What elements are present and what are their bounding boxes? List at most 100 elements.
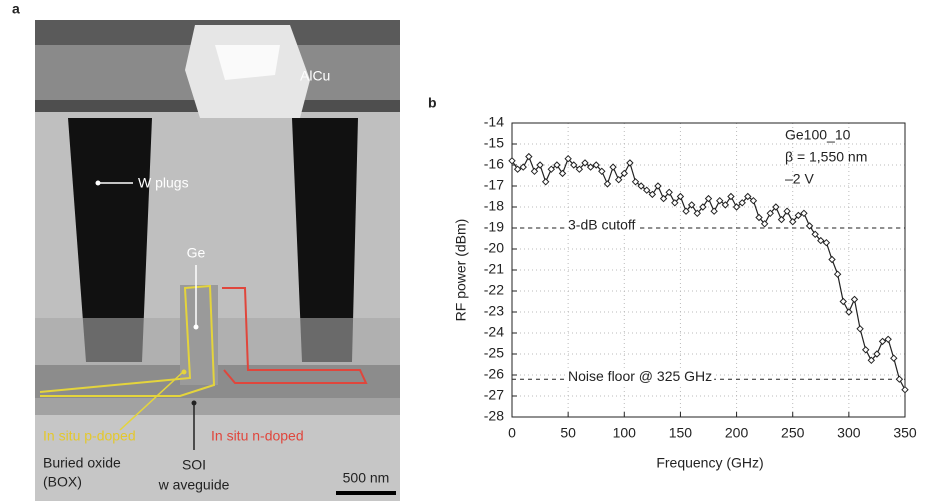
label-soi: w aveguide [158,477,230,493]
y-tick-label: -21 [484,261,504,277]
data-point [586,163,595,171]
y-tick-label: -27 [484,387,504,403]
x-tick-label: 250 [781,425,805,441]
x-tick-label: 350 [893,425,917,441]
panel-label: b [428,95,437,111]
data-point [732,203,741,211]
data-point [654,182,662,190]
data-point [721,201,730,209]
y-tick-label: -14 [484,114,504,130]
panel-label: a [12,1,20,17]
reference-label: 3-dB cutoff [568,217,636,233]
data-point [861,346,870,354]
plot-frame [511,122,906,418]
data-point [828,255,836,264]
label-background [566,367,715,384]
data-point [839,297,847,306]
data-point [609,163,617,171]
y-tick-label: -19 [484,219,504,235]
data-point [727,192,735,201]
data-point [665,188,673,197]
data-point [850,295,859,304]
data-point [525,152,533,161]
data-point [766,209,774,218]
data-point [631,178,640,186]
label-w-plugs: W plugs [138,175,189,191]
data-point [794,211,803,220]
data-point [749,196,758,205]
data-point [648,190,657,199]
data-point [508,157,516,165]
x-tick-label: 0 [508,425,516,441]
data-point [895,375,904,383]
y-tick-label: -25 [484,345,504,361]
x-tick-label: 300 [837,425,861,441]
data-point [693,209,701,218]
data-point [867,356,876,365]
data-point [659,194,668,203]
data-point [878,337,887,346]
label-ge: Ge [187,245,206,261]
data-point [553,161,561,169]
data-point [777,215,786,224]
data-point [530,167,539,176]
annotation: β = 1,550 nm [785,149,867,165]
x-tick-label: 150 [669,425,693,441]
data-point [822,238,831,247]
data-point [800,209,808,218]
y-tick-label: -17 [484,177,504,193]
y-tick-label: -20 [484,240,504,256]
scale-bar-label: 500 nm [343,470,390,486]
data-point [738,199,746,207]
y-tick-label: -22 [484,282,504,298]
data-point [614,175,623,184]
data-point [603,180,612,188]
label-background [566,216,638,233]
y-tick-label: -16 [484,156,504,172]
label-box: Buried oxide [43,455,121,471]
data-point [817,236,825,245]
data-point [772,203,780,211]
data-point [626,159,634,167]
data-point [873,350,881,358]
data-point [704,194,713,203]
data-point [620,169,628,178]
data-point [643,186,651,194]
data-point [805,222,814,230]
annotation: –2 V [785,171,814,187]
data-point [541,178,550,186]
data-point [676,192,685,201]
y-tick-label: -18 [484,198,504,214]
data-point [547,165,556,173]
y-tick-label: -24 [484,324,504,340]
data-point [570,161,578,169]
annotation: Ge100_10 [785,127,851,143]
label-box: (BOX) [43,474,82,490]
data-point [592,161,600,169]
data-point [845,308,853,316]
data-point [789,217,797,226]
x-axis-title: Frequency (GHz) [656,455,763,471]
data-point [856,325,864,333]
data-point [710,207,718,215]
data-point [890,354,898,362]
label-soi: SOI [182,457,206,473]
data-point [783,207,791,215]
data-point [558,169,567,178]
y-axis-title: RF power (dBm) [453,219,469,322]
data-point [687,201,696,209]
label-alcu: AlCu [300,68,330,84]
data-point [755,213,763,222]
data-point [760,220,769,228]
data-point [671,199,679,207]
label-p-doped: In situ p-doped [43,428,136,444]
data-point [833,270,842,278]
label-n-doped: In situ n-doped [211,428,304,444]
reference-label: Noise floor @ 325 GHz [568,368,712,384]
x-tick-label: 100 [613,425,637,441]
y-tick-label: -26 [484,366,504,382]
data-point [811,230,819,239]
y-tick-label: -23 [484,303,504,319]
data-point [716,196,724,205]
